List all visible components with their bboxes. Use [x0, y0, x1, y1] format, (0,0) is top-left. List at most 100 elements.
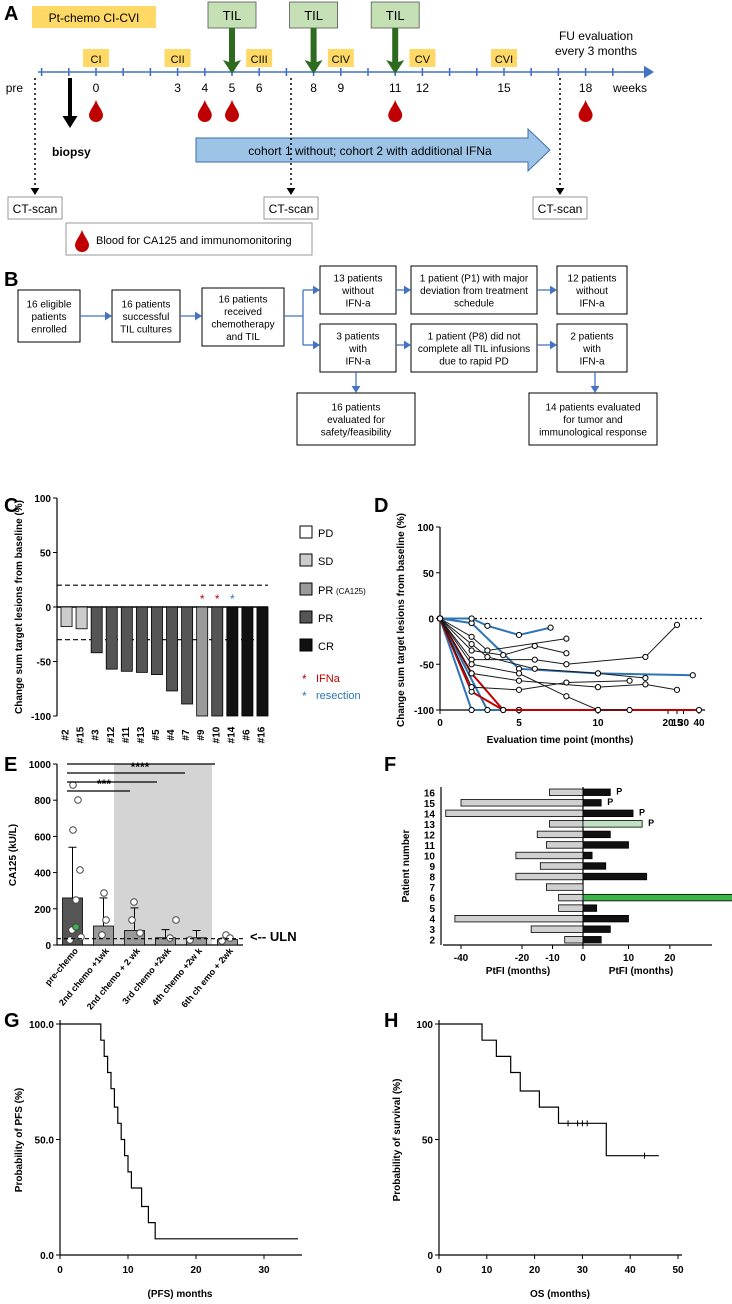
- label-line: and TIL: [226, 332, 260, 343]
- c-legend-label: CR: [318, 641, 334, 653]
- e-sample-point: [100, 889, 108, 897]
- cycle-box: [246, 49, 273, 67]
- flow-arrowhead-icon: [351, 386, 361, 393]
- d-series-marker: [468, 615, 475, 622]
- d-y-tick-label: 0: [428, 615, 434, 626]
- biopsy-arrowhead-icon: [62, 116, 78, 128]
- f-right-bar: [582, 904, 598, 912]
- d-series-marker: [563, 661, 570, 668]
- label-line: schedule: [454, 299, 494, 310]
- f-x-tick-label: -20: [515, 953, 530, 964]
- e-sample-point: [226, 934, 234, 942]
- timeline-arrowhead-icon: [644, 65, 654, 79]
- d-series-marker: [626, 677, 633, 684]
- c-bar: [256, 606, 269, 717]
- chemo-label-box: [32, 6, 156, 28]
- flow-box-label: 3 patients with IFN-a: [336, 332, 379, 368]
- panel-letter-g: G: [4, 1010, 20, 1032]
- ct-scan-box: [263, 196, 319, 220]
- d-series-marker: [695, 706, 703, 714]
- week-label: 9: [337, 81, 344, 95]
- flow-arrowhead-icon: [313, 340, 320, 350]
- ct-scan-label: CT-scan: [538, 202, 583, 216]
- d-series-marker: [484, 653, 491, 661]
- d-series-marker: [468, 647, 475, 654]
- d-x-tick-label: 10: [592, 718, 604, 729]
- c-ifna-star: *: [215, 592, 220, 606]
- d-x-tick-label: 30: [678, 718, 690, 729]
- c-legend-swatch: [299, 638, 313, 652]
- flow-box: [410, 323, 538, 373]
- f-right-bar: [582, 799, 602, 807]
- d-series-marker: [689, 672, 696, 679]
- f-y-tick-label: 9: [429, 862, 435, 873]
- d-y-tick-label: -50: [420, 660, 435, 671]
- h-x-tick-label: 30: [577, 1265, 589, 1276]
- f-bar-annotation: P: [607, 797, 613, 807]
- f-left-bar: [546, 883, 584, 891]
- d-series-marker: [547, 624, 554, 631]
- label-line: with: [582, 344, 601, 355]
- blood-drop-icon: [578, 100, 593, 122]
- label-line: without: [575, 286, 608, 297]
- ifn-arrow-label: cohort 1 without; cohort 2 with addition…: [248, 144, 492, 158]
- flow-box: [201, 287, 285, 347]
- f-y-tick-label: 10: [424, 851, 436, 862]
- e-y-tick-label: 1000: [29, 760, 52, 771]
- blood-drop-icon: [225, 100, 239, 122]
- label-line: 14 patients evaluated: [545, 403, 640, 414]
- e-sample-point: [69, 826, 77, 834]
- d-series-line: [439, 618, 678, 665]
- cycle-label: CIII: [251, 54, 268, 66]
- d-series-marker: [531, 665, 538, 672]
- d-y-tick-label: 100: [417, 523, 434, 534]
- f-y-tick-label: 16: [424, 788, 436, 799]
- d-series-marker: [673, 686, 681, 693]
- e-sample-point: [172, 916, 180, 924]
- d-series-marker: [594, 684, 602, 691]
- c-bar: [151, 606, 163, 675]
- cycle-box: [164, 49, 191, 67]
- g-y-axis-title: Probability of PFS (%): [14, 1088, 25, 1192]
- cycle-label: CIV: [332, 54, 351, 66]
- blood-drop-icon: [388, 100, 403, 122]
- d-x-tick-label: 5: [516, 718, 522, 729]
- c-y-axis-title: Change sum target lesions from baseline …: [14, 500, 25, 714]
- e-sample-point: [128, 916, 136, 924]
- biopsy-label: biopsy: [52, 145, 91, 159]
- panel-letter-e: E: [4, 754, 17, 776]
- f-x-tick-label: 0: [580, 953, 586, 964]
- h-x-tick-label: 10: [481, 1265, 493, 1276]
- c-legend-ifna: IFNa: [316, 673, 341, 685]
- c-x-tick-label: #11: [121, 726, 132, 743]
- c-legend-star: *: [302, 672, 307, 686]
- f-left-bar: [564, 936, 584, 944]
- cycle-box: [327, 49, 354, 67]
- fu-label: FU evaluation every 3 months: [555, 29, 637, 58]
- label-line: patients: [31, 312, 66, 323]
- f-right-bar: [582, 851, 593, 860]
- e-sample-point: [98, 931, 106, 939]
- cycle-label: CI: [91, 54, 102, 66]
- h-km-curve: [439, 1023, 659, 1157]
- d-series-marker: [515, 631, 523, 639]
- c-y-tick-label: 50: [40, 549, 52, 560]
- f-bar-annotation: P: [648, 818, 654, 828]
- f-bar-annotation: P: [639, 808, 645, 818]
- f-left-bar: [558, 893, 584, 902]
- d-y-axis-title: Change sum target lesions from baseline …: [396, 513, 407, 727]
- c-legend-swatch: [299, 582, 313, 596]
- f-bar-annotation: P: [616, 787, 622, 797]
- e-x-tick-label: 2nd chemo + 2 wk: [85, 945, 143, 1011]
- f-right-bar: [582, 830, 611, 839]
- d-series-marker: [468, 706, 475, 714]
- c-x-tick-label: #2: [61, 729, 72, 741]
- label-line: chemotherapy: [211, 319, 274, 330]
- label-line: IFN-a: [580, 357, 605, 368]
- week-label: pre: [6, 81, 24, 95]
- d-series-marker: [594, 706, 602, 714]
- week-label: 6: [256, 81, 263, 95]
- c-y-tick-label: -50: [37, 658, 52, 669]
- e-sample-point: [72, 896, 80, 904]
